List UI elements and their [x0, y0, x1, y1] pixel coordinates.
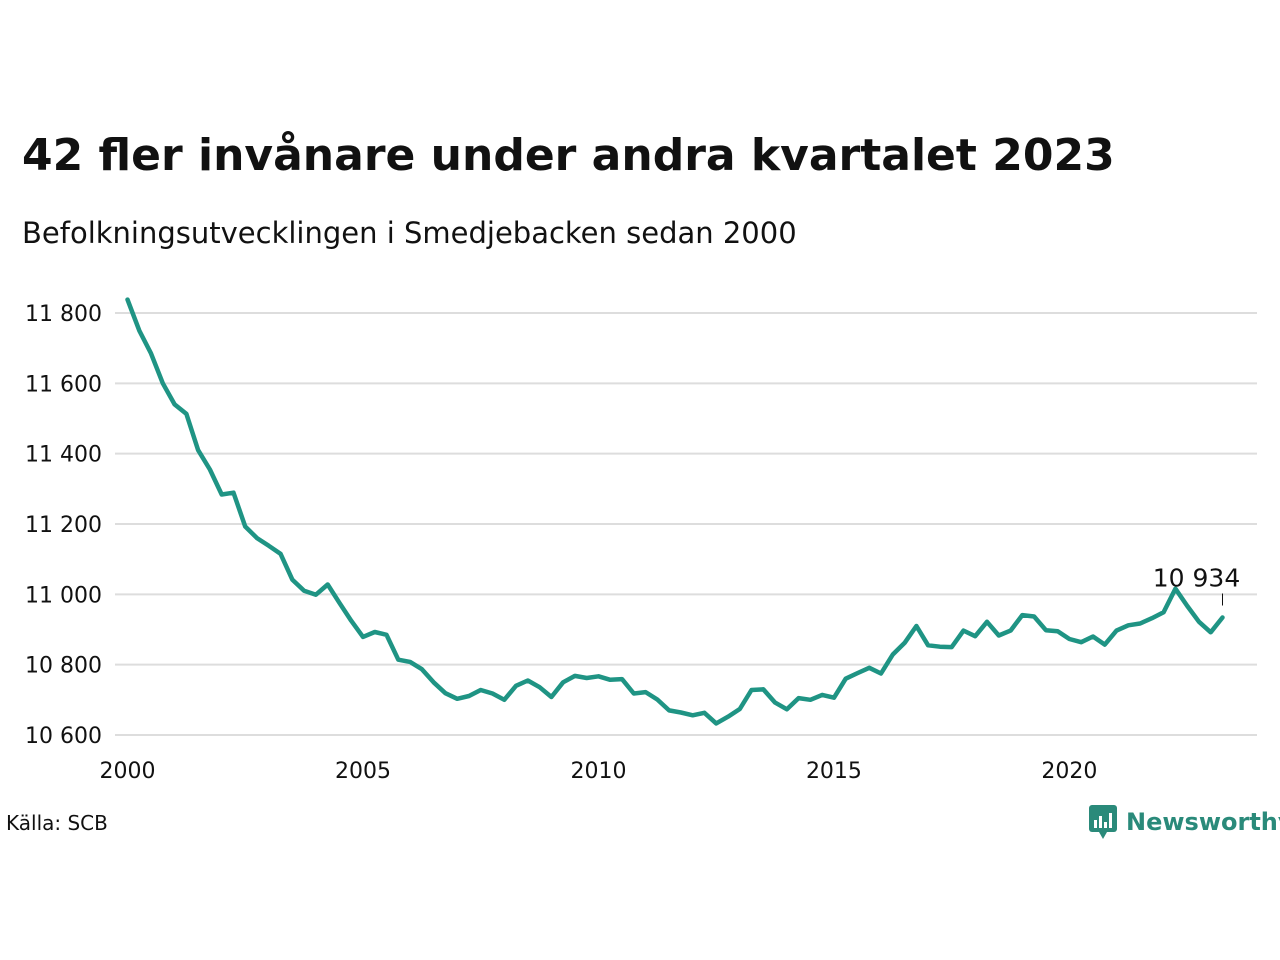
y-tick-label: 10 800	[25, 654, 102, 679]
y-tick-label: 11 400	[25, 443, 102, 468]
chart-subtitle: Befolkningsutvecklingen i Smedjebacken s…	[22, 216, 797, 250]
population-line	[125, 297, 1225, 726]
y-tick-label: 11 800	[25, 302, 102, 327]
source-note: Källa: SCB	[6, 811, 108, 835]
x-tick-label: 2000	[100, 759, 156, 784]
x-tick-label: 2010	[570, 759, 626, 784]
y-tick-label: 11 200	[25, 513, 102, 538]
y-tick-label: 10 600	[25, 724, 102, 749]
y-tick-label: 11 000	[25, 583, 102, 608]
chart-title: 42 fler invånare under andra kvartalet 2…	[22, 130, 1115, 181]
brand-logo[interactable]: Newsworthy	[1088, 804, 1280, 840]
x-tick-label: 2005	[335, 759, 391, 784]
x-tick-label: 2020	[1041, 759, 1097, 784]
x-tick-label: 2015	[806, 759, 862, 784]
newsworthy-logo-icon	[1089, 805, 1117, 839]
y-tick-label: 11 600	[25, 372, 102, 397]
annotation-label: 10 934	[1153, 564, 1240, 593]
brand-name: Newsworthy	[1126, 808, 1280, 836]
